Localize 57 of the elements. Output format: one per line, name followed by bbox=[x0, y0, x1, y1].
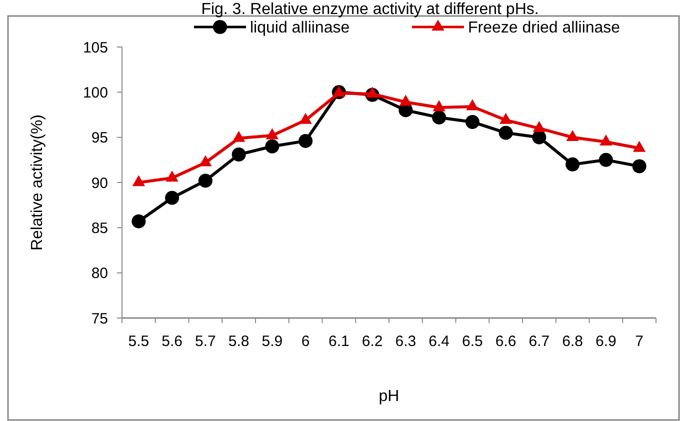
x-tick-label: 6.2 bbox=[362, 333, 383, 350]
x-tick-label: 7 bbox=[635, 333, 644, 350]
point bbox=[199, 155, 212, 166]
point bbox=[566, 130, 579, 142]
point bbox=[432, 100, 446, 112]
point bbox=[332, 86, 346, 97]
x-tick-label: 5.8 bbox=[228, 333, 250, 350]
point bbox=[598, 152, 613, 167]
point bbox=[366, 86, 379, 98]
point bbox=[166, 170, 178, 182]
point bbox=[566, 157, 580, 172]
x-tick-label: 6.1 bbox=[328, 333, 350, 350]
y-tick-label: 105 bbox=[82, 39, 108, 56]
chart-title: Fig. 3. Relative enzyme activity at different pHs. bbox=[201, 1, 539, 18]
x-tick-label: 5.6 bbox=[162, 333, 182, 350]
point bbox=[132, 214, 146, 228]
x-tick-label: 5.5 bbox=[128, 333, 150, 350]
x-tick-label: 6.9 bbox=[596, 333, 616, 350]
point bbox=[299, 112, 312, 124]
y-tick-label: 90 bbox=[91, 174, 108, 192]
y-tick-label: 100 bbox=[82, 84, 108, 102]
legend-label: Freeze dried alliinase bbox=[468, 20, 620, 37]
point bbox=[498, 126, 513, 140]
x-tick-label: 5.9 bbox=[262, 333, 283, 350]
point bbox=[600, 134, 612, 146]
point bbox=[632, 159, 646, 174]
point bbox=[632, 140, 646, 152]
x-tick-label: 6.8 bbox=[562, 333, 583, 350]
point bbox=[298, 134, 313, 148]
point bbox=[266, 128, 279, 140]
y-tick-label: 75 bbox=[91, 310, 108, 328]
x-tick-label: 6.4 bbox=[428, 333, 450, 350]
point bbox=[165, 190, 180, 205]
point bbox=[532, 130, 546, 144]
y-tick-label: 95 bbox=[91, 130, 108, 147]
point bbox=[432, 110, 446, 124]
point bbox=[198, 174, 212, 188]
y-tick-label: 85 bbox=[91, 220, 108, 237]
x-tick-label: 6 bbox=[301, 333, 310, 350]
point bbox=[132, 175, 146, 186]
y-axis-title: Relative activity(%) bbox=[29, 114, 46, 251]
point bbox=[499, 112, 512, 124]
legend-label: liquid alliinase bbox=[250, 20, 350, 37]
point bbox=[265, 139, 280, 154]
point bbox=[232, 130, 246, 142]
x-tick-label: 6.7 bbox=[528, 333, 550, 350]
x-tick-label: 6.3 bbox=[395, 333, 416, 350]
point bbox=[465, 114, 480, 129]
x-tick-label: 6.6 bbox=[495, 333, 516, 350]
point bbox=[232, 147, 246, 162]
point bbox=[532, 120, 546, 132]
point bbox=[466, 99, 479, 110]
x-axis-title: pH bbox=[378, 388, 400, 405]
x-tick-label: 5.7 bbox=[195, 333, 216, 350]
point bbox=[399, 94, 412, 106]
x-tick-label: 6.5 bbox=[462, 333, 483, 350]
y-tick-label: 80 bbox=[91, 265, 108, 282]
